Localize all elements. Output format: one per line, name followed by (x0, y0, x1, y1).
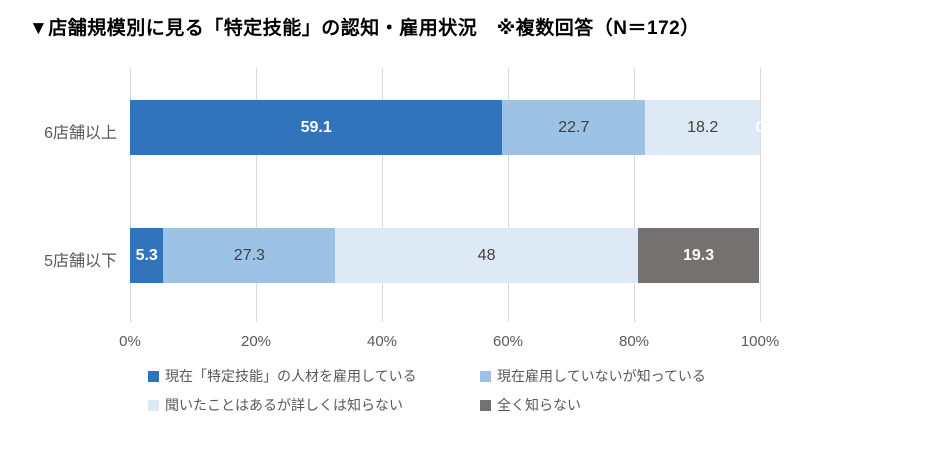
legend-swatch-icon (148, 399, 159, 411)
bar-row-0: 6店舗以上 59.1 22.7 18.2 0 (44, 100, 764, 155)
legend-swatch-icon (480, 370, 491, 382)
gridline (759, 68, 761, 322)
gridline (633, 68, 635, 322)
bar-segment: 22.7 (502, 100, 646, 155)
bar-segment: 59.1 (130, 100, 503, 155)
x-tick-label: 60% (492, 333, 524, 350)
category-label: 6店舗以上 (44, 124, 117, 142)
legend-item: 現在雇用していないが知っている (480, 366, 706, 386)
bar-segment-label: 59.1 (300, 118, 332, 136)
gridline (507, 68, 509, 322)
bar-segment: 48 (335, 228, 638, 283)
bar-row-1: 5店舗以下 5.3 27.3 48 19.3 (44, 228, 760, 283)
bar-segment-label: 22.7 (558, 118, 590, 136)
x-tick-label: 100% (740, 333, 780, 350)
legend-label: 現在「特定技能」の人材を雇用している (165, 368, 417, 384)
bar-segment: 18.2 (645, 100, 760, 155)
legend-item: 現在「特定技能」の人材を雇用している (148, 366, 480, 386)
x-tick-label: 80% (618, 333, 650, 350)
zero-value-label: 0 (755, 118, 765, 136)
legend-label: 全く知らない (497, 397, 581, 413)
chart-title: ▼店舗規模別に見る「特定技能」の認知・雇用状況 ※複数回答（N＝172） (29, 18, 700, 39)
legend-item: 全く知らない (480, 395, 706, 415)
gridline (129, 68, 131, 322)
gridline (255, 68, 257, 322)
legend-swatch-icon (148, 370, 159, 382)
bar-segment: 5.3 (130, 228, 164, 283)
legend-label: 現在雇用していないが知っている (497, 368, 706, 384)
category-label: 5店舗以下 (44, 252, 117, 270)
bar-segment-label: 48 (477, 246, 496, 264)
x-tick-label: 20% (240, 333, 272, 350)
bar-segment: 19.3 (637, 228, 760, 283)
bar-segment-label: 27.3 (233, 246, 265, 264)
legend-item: 聞いたことはあるが詳しくは知らない (148, 395, 480, 415)
x-tick-label: 40% (366, 333, 398, 350)
x-tick-label: 0% (119, 333, 141, 350)
plot-area: 0% 20% 40% 60% 80% 100% 6店舗以上 59.1 22.7 18.2 0 5店舗以… (44, 68, 779, 350)
bar-segment-label: 19.3 (682, 246, 715, 264)
legend-swatch-icon (480, 399, 491, 411)
gridline (381, 68, 383, 322)
legend-label: 聞いたことはあるが詳しくは知らない (165, 397, 403, 413)
bar-segment: 27.3 (163, 228, 336, 283)
bar-segment-label: 5.3 (135, 246, 158, 264)
legend: 現在「特定技能」の人材を雇用している 現在雇用していないが知っている聞いたことはあ… (148, 366, 706, 415)
bar-segment-label: 18.2 (687, 118, 719, 136)
